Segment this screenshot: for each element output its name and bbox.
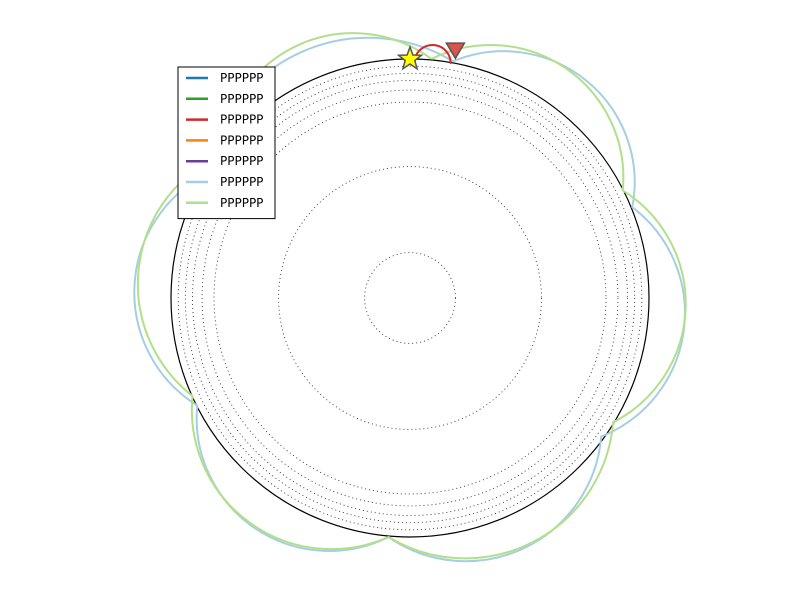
- markers: [396, 42, 466, 71]
- legend-label-5: PPPPPP: [220, 175, 263, 189]
- grid-circle-0: [364, 252, 456, 344]
- grid-circle-6: [177, 65, 643, 531]
- legend-label-6: PPPPPP: [220, 196, 263, 210]
- grid-circles: [177, 65, 643, 531]
- legend-label-0: PPPPPP: [220, 71, 263, 85]
- legend-label-3: PPPPPP: [220, 133, 263, 147]
- legend-box: [177, 66, 276, 220]
- grid-circle-1: [278, 166, 542, 430]
- grid-circle-2: [213, 101, 607, 495]
- grid-circle-4: [192, 80, 628, 516]
- end-marker: [445, 42, 466, 60]
- legend: PPPPPP PPPPPP PPPPPP PPPPPP PPPPPP PPPPPP PPPP…: [177, 66, 276, 220]
- legend-label-2: PPPPPP: [220, 113, 263, 127]
- legend-label-1: PPPPPP: [220, 92, 263, 106]
- legend-label-4: PPPPPP: [220, 154, 263, 168]
- grid-circle-3: [201, 89, 619, 507]
- grid-circle-5: [184, 72, 636, 524]
- series-line-2: [413, 44, 452, 64]
- start-marker: [396, 44, 424, 71]
